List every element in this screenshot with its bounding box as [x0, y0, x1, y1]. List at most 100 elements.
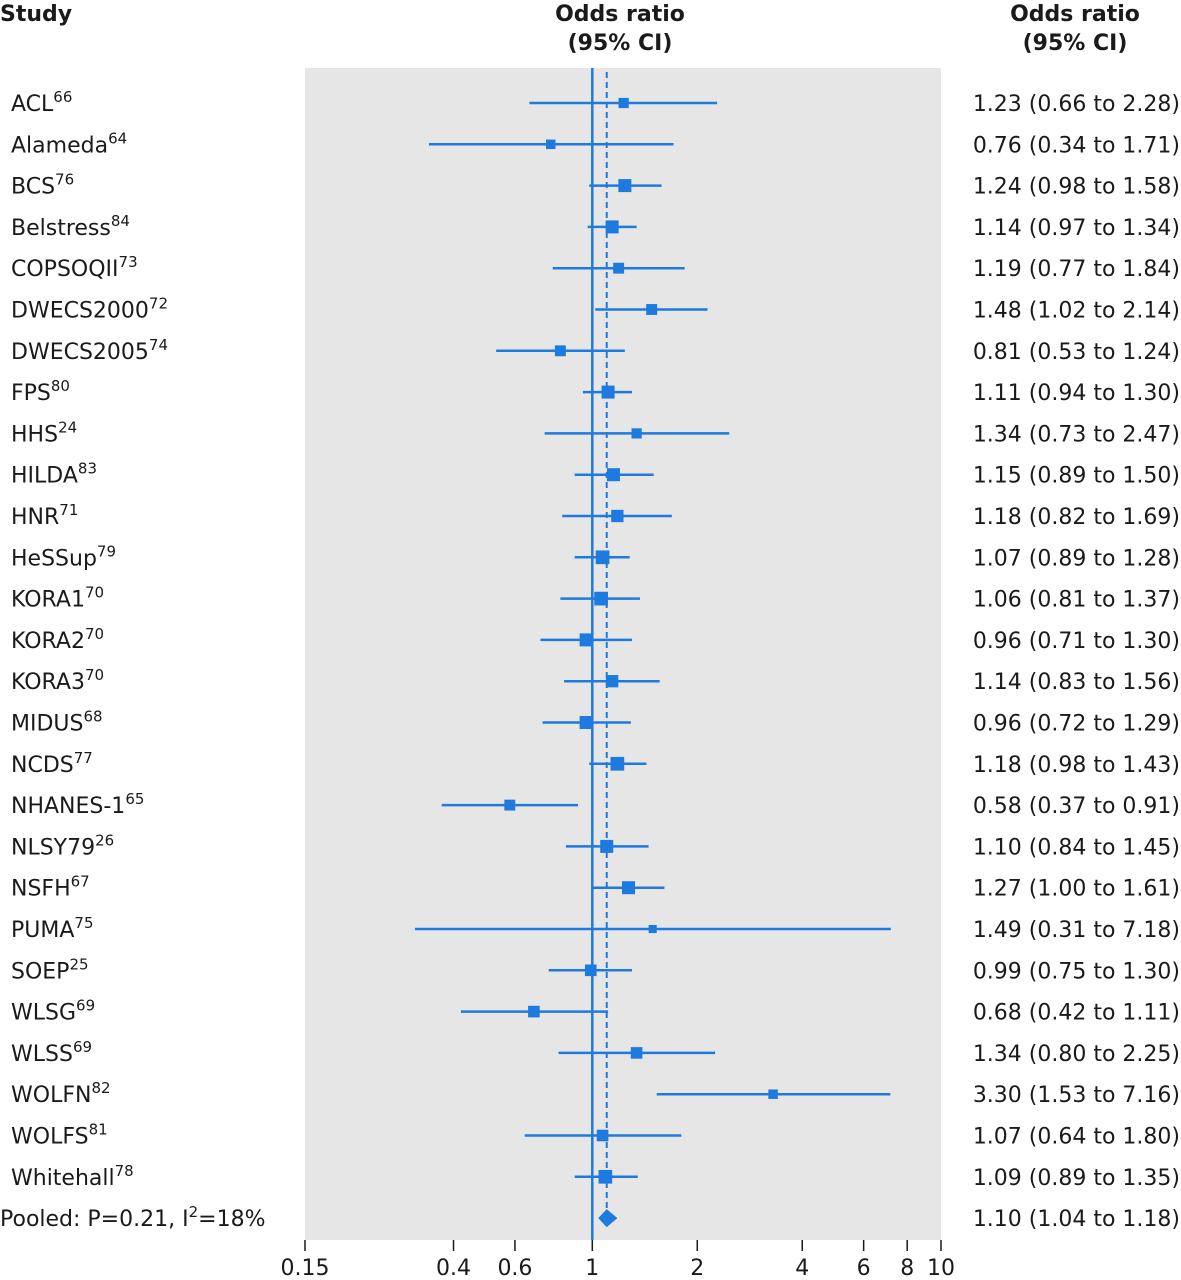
or-marker-wolfn — [768, 1089, 778, 1099]
ci-text-hhs: 1.34 (0.73 to 2.47) — [973, 422, 1180, 447]
or-marker-acl — [618, 97, 629, 109]
or-marker-alameda — [545, 139, 556, 150]
or-marker-wolfs — [596, 1129, 609, 1142]
ci-text-kora1: 1.06 (0.81 to 1.37) — [973, 588, 1180, 613]
or-marker-kora1 — [594, 591, 608, 606]
pooled-ci-text: 1.10 (1.04 to 1.18) — [973, 1207, 1180, 1232]
ci-text-hnr: 1.18 (0.82 to 1.69) — [973, 505, 1180, 530]
or-marker-bcs — [618, 179, 632, 193]
study-label-soep: SOEP25 — [11, 955, 89, 984]
or-marker-whitehall — [598, 1169, 613, 1184]
ci-text-fps: 1.11 (0.94 to 1.30) — [973, 381, 1180, 406]
study-label-whitehall: Whitehall78 — [11, 1162, 134, 1191]
ci-column-header: Odds ratio (95% CI) — [960, 0, 1181, 58]
ci-header-line2: (95% CI) — [1022, 31, 1128, 56]
ci-text-acl: 1.23 (0.66 to 2.28) — [973, 92, 1180, 117]
study-label-midus: MIDUS68 — [11, 708, 103, 737]
ci-text-nhanes-1: 0.58 (0.37 to 0.91) — [973, 794, 1180, 819]
study-label-wolfs: WOLFS81 — [11, 1121, 108, 1150]
study-label-wlsg: WLSG69 — [11, 997, 95, 1026]
study-label-hilda: HILDA83 — [11, 460, 97, 489]
study-label-nlsy79: NLSY7926 — [11, 831, 114, 860]
or-marker-wlsg — [528, 1005, 540, 1018]
or-marker-kora2 — [579, 633, 593, 647]
or-marker-hnr — [611, 509, 624, 523]
ci-text-puma: 1.49 (0.31 to 7.18) — [973, 918, 1180, 943]
or-marker-dwecs2000 — [646, 304, 658, 315]
study-label-kora2: KORA270 — [11, 625, 104, 654]
study-label-copsoqii: COPSOQII73 — [11, 253, 138, 282]
ci-text-bcs: 1.24 (0.98 to 1.58) — [973, 175, 1180, 200]
ci-text-soep: 0.99 (0.75 to 1.30) — [973, 959, 1180, 984]
study-label-dwecs2005: DWECS200574 — [11, 336, 168, 365]
ci-text-kora3: 1.14 (0.83 to 1.56) — [973, 670, 1180, 695]
x-tick-label-6: 6 — [857, 1256, 871, 1280]
plot-column-header: Odds ratio (95% CI) — [500, 0, 740, 58]
pooled-label: Pooled: P=0.21, I2=18% — [0, 1203, 265, 1232]
ci-text-ncds: 1.18 (0.98 to 1.43) — [973, 753, 1180, 778]
x-tick-label-2: 0.6 — [497, 1256, 532, 1280]
ci-text-copsoqii: 1.19 (0.77 to 1.84) — [973, 257, 1180, 282]
study-label-puma: PUMA75 — [11, 914, 94, 943]
or-marker-nlsy79 — [600, 839, 614, 853]
or-marker-hhs — [631, 428, 642, 439]
ci-text-nlsy79: 1.10 (0.84 to 1.45) — [973, 835, 1180, 860]
study-label-hessup: HeSSup79 — [11, 542, 116, 571]
ci-text-wlsg: 0.68 (0.42 to 1.11) — [973, 1001, 1180, 1026]
ci-text-wolfn: 3.30 (1.53 to 7.16) — [973, 1083, 1180, 1108]
or-marker-puma — [648, 924, 657, 934]
ci-text-hessup: 1.07 (0.89 to 1.28) — [973, 546, 1180, 571]
or-marker-nhanes-1 — [504, 799, 516, 811]
ci-header-line1: Odds ratio — [1010, 2, 1140, 27]
or-marker-soep — [584, 964, 597, 977]
ci-text-belstress: 1.14 (0.97 to 1.34) — [973, 216, 1180, 241]
plot-header-line2: (95% CI) — [567, 31, 673, 56]
or-marker-copsoqii — [613, 262, 625, 274]
ci-text-nsfh: 1.27 (1.00 to 1.61) — [973, 877, 1180, 902]
study-label-alameda: Alameda64 — [11, 129, 127, 158]
study-label-kora3: KORA370 — [11, 666, 104, 695]
or-marker-ncds — [610, 756, 625, 771]
x-tick-label-8: 10 — [927, 1256, 955, 1280]
study-label-nsfh: NSFH67 — [11, 873, 90, 902]
study-label-fps: FPS80 — [11, 377, 70, 406]
or-marker-dwecs2005 — [554, 345, 566, 357]
ci-text-wlss: 1.34 (0.80 to 2.25) — [973, 1042, 1180, 1067]
or-marker-belstress — [605, 220, 619, 234]
x-tick-label-3: 1 — [585, 1256, 599, 1280]
ci-text-kora2: 0.96 (0.71 to 1.30) — [973, 629, 1180, 654]
or-marker-nsfh — [621, 881, 635, 895]
ci-text-wolfs: 1.07 (0.64 to 1.80) — [973, 1125, 1180, 1150]
x-tick-label-0: 0.15 — [281, 1256, 330, 1280]
study-label-hhs: HHS24 — [11, 418, 77, 447]
study-label-hnr: HNR71 — [11, 501, 78, 530]
study-label-acl: ACL66 — [11, 88, 72, 117]
x-tick-label-5: 4 — [795, 1256, 809, 1280]
pooled-diamond — [598, 1209, 618, 1228]
or-marker-wlss — [630, 1047, 643, 1059]
or-marker-midus — [579, 716, 593, 729]
ci-text-hilda: 1.15 (0.89 to 1.50) — [973, 464, 1180, 489]
x-tick-label-1: 0.4 — [436, 1256, 471, 1280]
x-tick-label-7: 8 — [900, 1256, 914, 1280]
study-label-wolfn: WOLFN82 — [11, 1079, 111, 1108]
ci-text-dwecs2005: 0.81 (0.53 to 1.24) — [973, 340, 1180, 365]
or-marker-fps — [601, 385, 615, 399]
study-column-header: Study — [0, 2, 73, 27]
study-label-dwecs2000: DWECS200072 — [11, 295, 168, 324]
ci-text-alameda: 0.76 (0.34 to 1.71) — [973, 133, 1180, 158]
study-label-bcs: BCS76 — [11, 171, 74, 200]
study-label-belstress: Belstress84 — [11, 212, 130, 241]
or-marker-hilda — [606, 468, 620, 482]
or-marker-hessup — [595, 550, 610, 565]
study-label-wlss: WLSS69 — [11, 1038, 92, 1067]
study-label-kora1: KORA170 — [11, 584, 104, 613]
x-tick-label-4: 2 — [690, 1256, 704, 1280]
ci-text-midus: 0.96 (0.72 to 1.29) — [973, 712, 1180, 737]
plot-header-line1: Odds ratio — [555, 2, 685, 27]
ci-text-whitehall: 1.09 (0.89 to 1.35) — [973, 1166, 1180, 1191]
study-label-nhanes-1: NHANES-165 — [11, 790, 144, 819]
ci-text-dwecs2000: 1.48 (1.02 to 2.14) — [973, 299, 1180, 324]
or-marker-kora3 — [605, 675, 619, 688]
